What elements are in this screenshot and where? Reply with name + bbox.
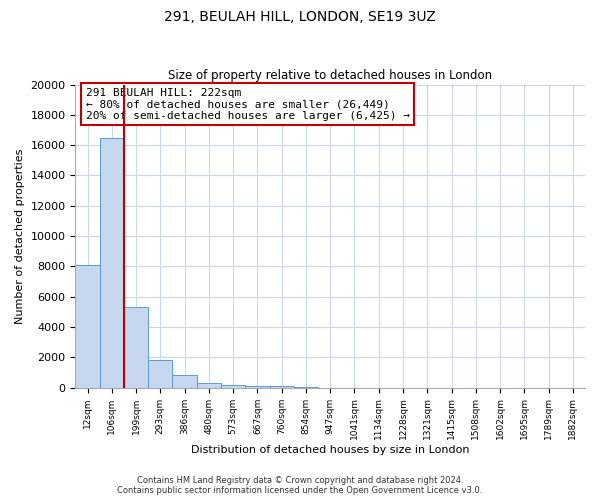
Bar [294, 387, 318, 388]
Bar [76, 265, 100, 388]
Bar [100, 138, 124, 388]
Bar [197, 383, 221, 388]
Text: Contains HM Land Registry data © Crown copyright and database right 2024.
Contai: Contains HM Land Registry data © Crown c… [118, 476, 482, 495]
Bar [245, 386, 269, 388]
Title: Size of property relative to detached houses in London: Size of property relative to detached ho… [168, 69, 492, 82]
Text: 291, BEULAH HILL, LONDON, SE19 3UZ: 291, BEULAH HILL, LONDON, SE19 3UZ [164, 10, 436, 24]
Bar [124, 308, 148, 388]
Y-axis label: Number of detached properties: Number of detached properties [15, 148, 25, 324]
X-axis label: Distribution of detached houses by size in London: Distribution of detached houses by size … [191, 445, 469, 455]
Bar [269, 386, 294, 388]
Bar [221, 384, 245, 388]
Text: 291 BEULAH HILL: 222sqm
← 80% of detached houses are smaller (26,449)
20% of sem: 291 BEULAH HILL: 222sqm ← 80% of detache… [86, 88, 410, 121]
Bar [172, 376, 197, 388]
Bar [148, 360, 172, 388]
